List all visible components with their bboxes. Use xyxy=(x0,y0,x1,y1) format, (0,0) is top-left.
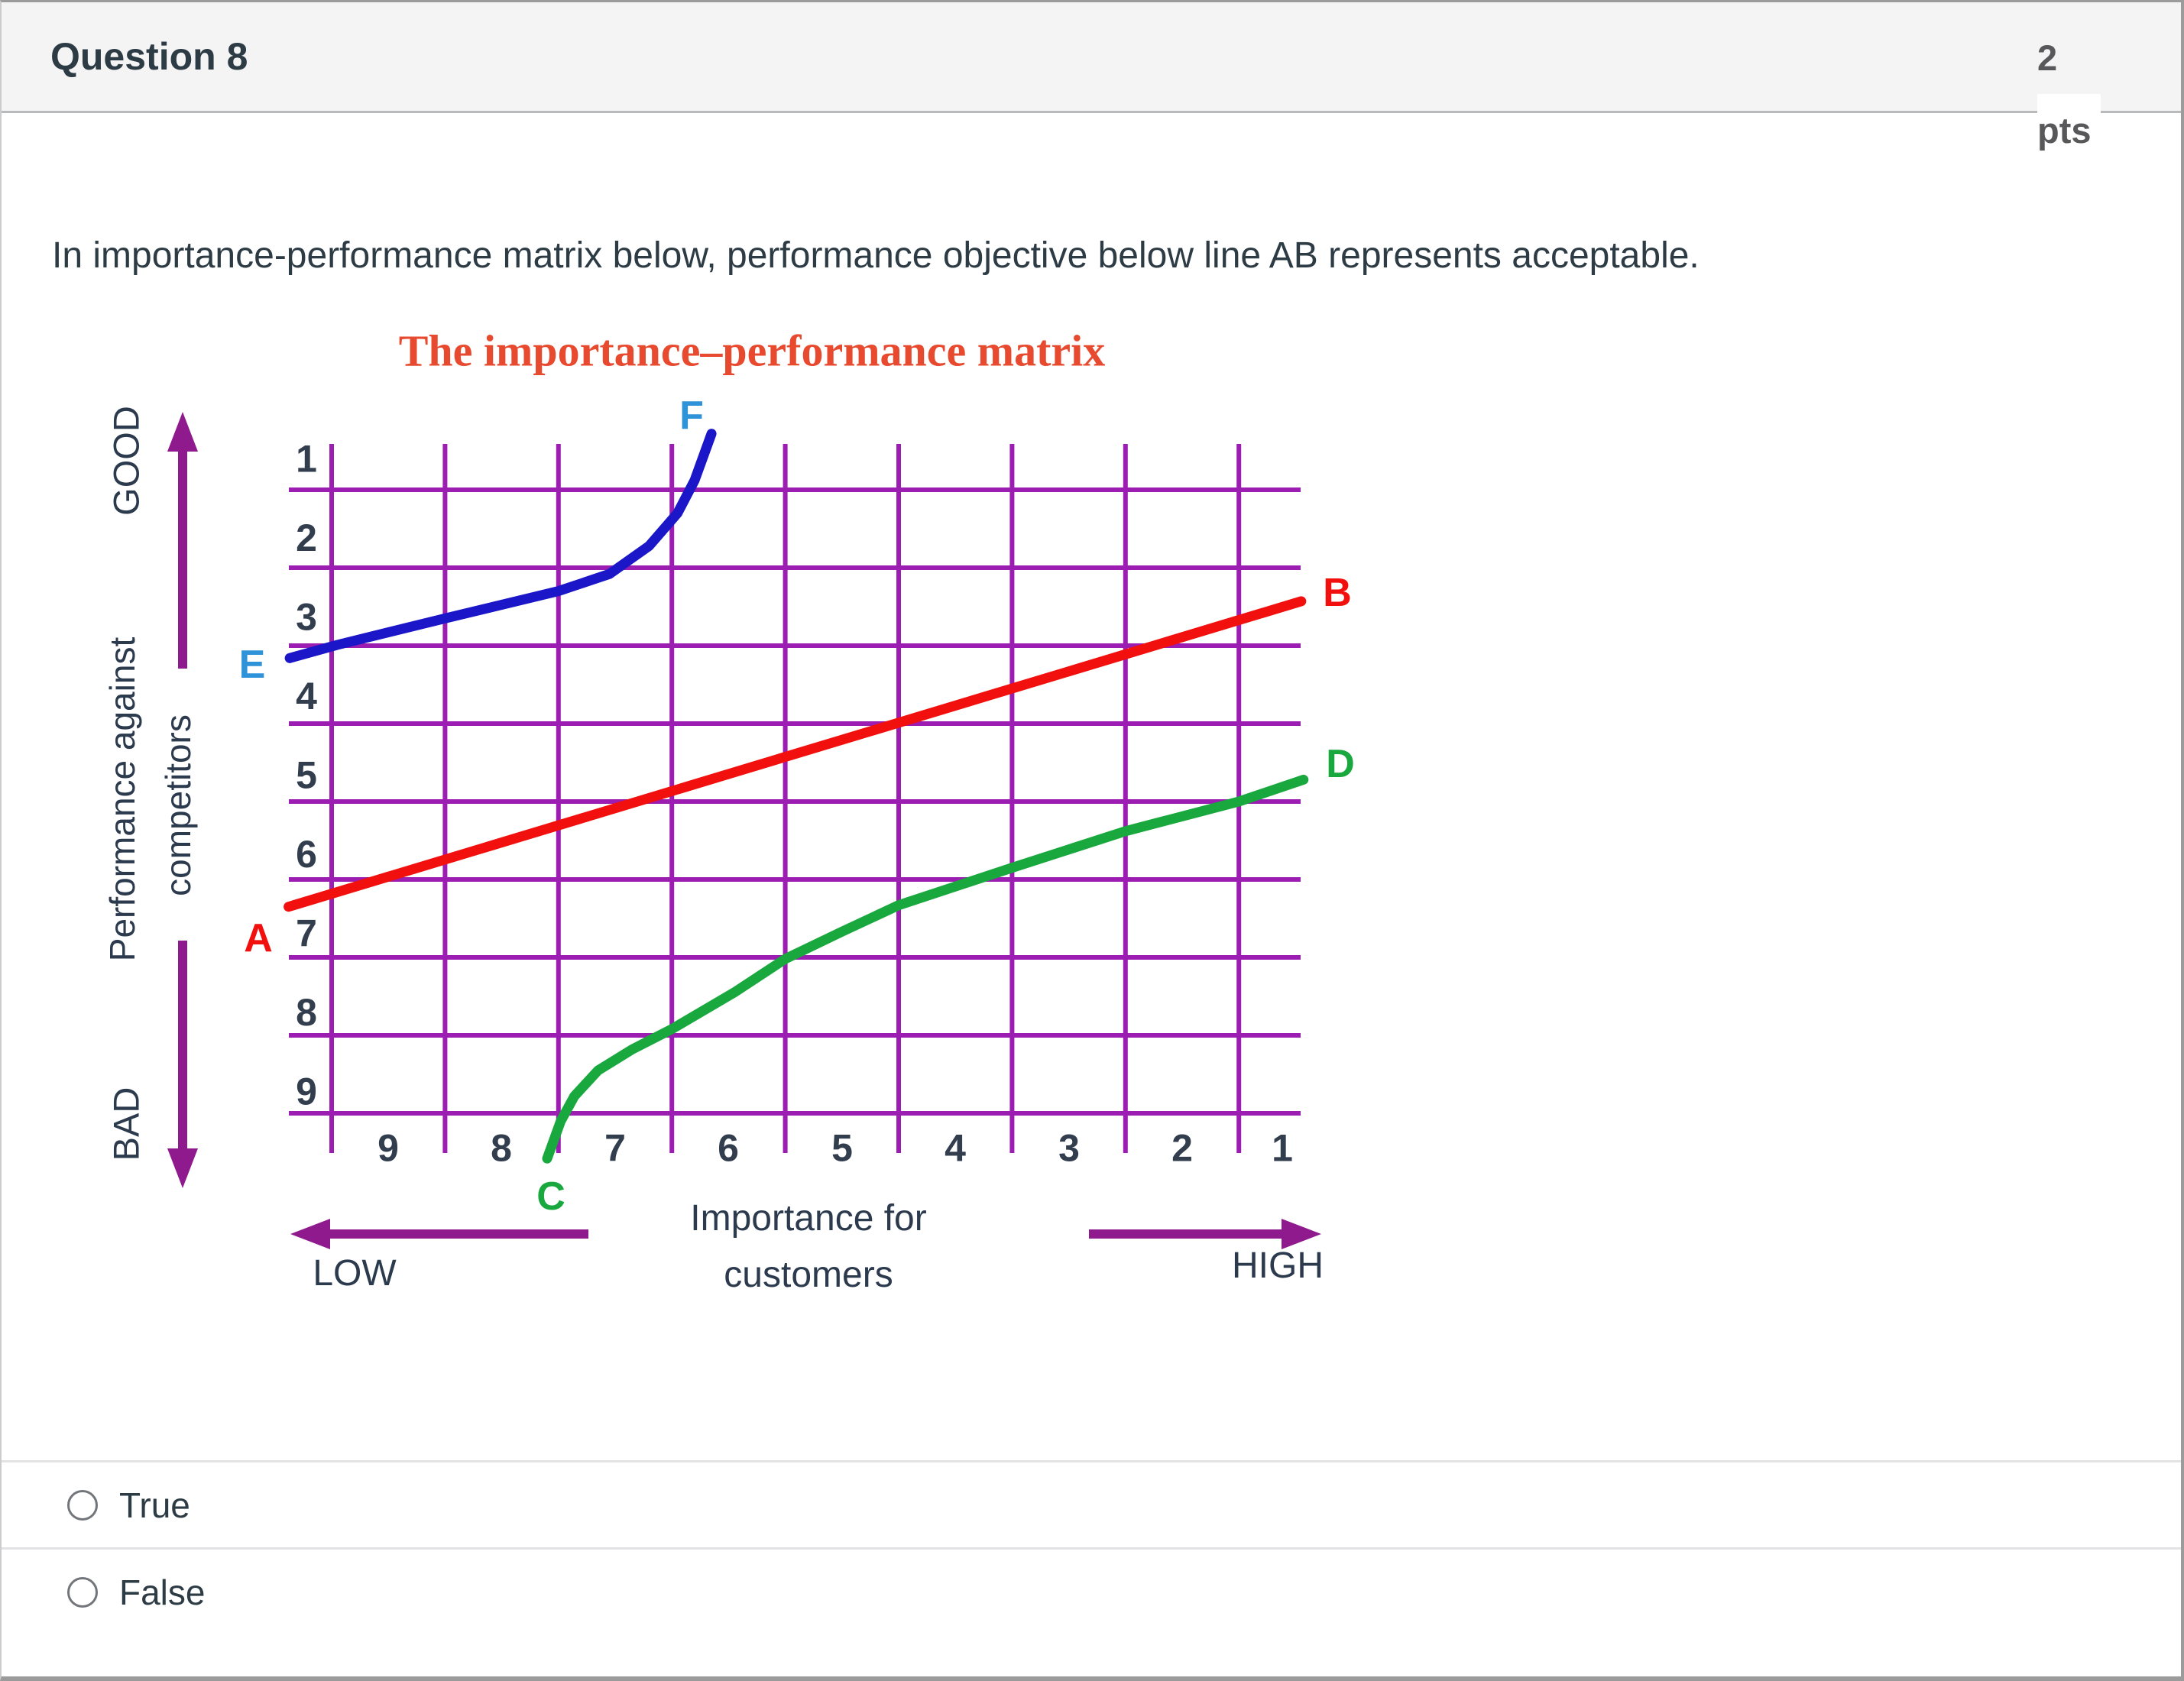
radio-button-true[interactable] xyxy=(67,1489,98,1521)
y-axis-tick-7: 7 xyxy=(296,912,317,955)
point-label-C: C xyxy=(536,1174,565,1219)
y-axis-good-label: GOOD xyxy=(105,406,146,516)
chart-series xyxy=(284,429,1309,1164)
points-badge: 2 pts xyxy=(2037,21,2160,167)
option-row-false[interactable]: False xyxy=(2,1550,2181,1634)
point-label-F: F xyxy=(679,394,704,438)
question-title: Question 8 xyxy=(50,35,248,78)
x-axis-tick-2: 2 xyxy=(1171,1127,1193,1170)
point-label-D: D xyxy=(1326,742,1355,786)
option-label-true[interactable]: True xyxy=(119,1485,190,1525)
x-axis-arrow-left-icon xyxy=(290,1219,588,1249)
y-axis-tick-4: 4 xyxy=(296,675,317,717)
x-axis-tick-6: 6 xyxy=(718,1127,739,1170)
x-axis-tick-3: 3 xyxy=(1058,1127,1080,1170)
series-EF-curve xyxy=(284,429,717,663)
x-axis-tick-5: 5 xyxy=(831,1127,853,1170)
x-axis-low-label: LOW xyxy=(313,1253,397,1294)
series-AB-curve xyxy=(284,596,1307,912)
x-axis-tick-9: 9 xyxy=(378,1127,399,1170)
x-axis-tick-8: 8 xyxy=(491,1127,512,1170)
y-axis-tick-3: 3 xyxy=(296,596,317,639)
y-axis-tick-9: 9 xyxy=(296,1070,317,1113)
y-axis-tick-8: 8 xyxy=(296,991,317,1034)
x-axis-tick-7: 7 xyxy=(604,1127,626,1170)
y-axis-label-line1: Performance against xyxy=(102,637,142,962)
point-label-E: E xyxy=(239,643,266,687)
figure-title: The importance–performance matrix xyxy=(399,326,1106,375)
x-axis-tick-1: 1 xyxy=(1272,1127,1293,1170)
option-divider-top xyxy=(2,1460,2181,1462)
grid xyxy=(289,444,1301,1153)
option-label-false[interactable]: False xyxy=(119,1572,206,1612)
x-axis-high-label: HIGH xyxy=(1232,1245,1324,1286)
axis-ticks: 1 2 3 4 5 6 7 8 9 9 8 7 6 5 4 3 2 1 xyxy=(296,438,1293,1170)
y-axis-tick-2: 2 xyxy=(296,517,317,559)
y-axis-arrow-down-icon xyxy=(167,941,198,1188)
radio-button-false[interactable] xyxy=(67,1576,98,1608)
x-axis-label-line2: customers xyxy=(724,1255,893,1295)
y-axis-label-line2: competitors xyxy=(158,714,198,896)
y-axis-tick-1: 1 xyxy=(296,438,317,481)
x-axis-tick-4: 4 xyxy=(945,1127,966,1170)
point-label-B: B xyxy=(1323,571,1352,615)
x-axis-label-line1: Importance for xyxy=(690,1198,926,1239)
option-divider-middle xyxy=(2,1547,2181,1550)
series-endpoint-labels: E F A B C D xyxy=(239,394,1355,1219)
points-value: 2 xyxy=(2037,37,2058,78)
y-axis-tick-5: 5 xyxy=(296,754,317,797)
importance-performance-matrix-figure: The importance–performance matrix 1 2 3 4 5 6… xyxy=(102,326,1355,1295)
point-label-A: A xyxy=(244,916,273,960)
question-text: In importance-performance matrix below, … xyxy=(52,235,1700,276)
question-header: Question 8 xyxy=(2,2,2181,113)
y-axis-arrow-up-icon xyxy=(167,412,198,669)
series-CD-curve xyxy=(542,774,1309,1164)
option-row-true[interactable]: True xyxy=(2,1462,2181,1547)
y-axis-tick-6: 6 xyxy=(296,833,317,876)
points-unit: pts xyxy=(2037,94,2101,167)
y-axis-bad-label: BAD xyxy=(105,1087,146,1161)
